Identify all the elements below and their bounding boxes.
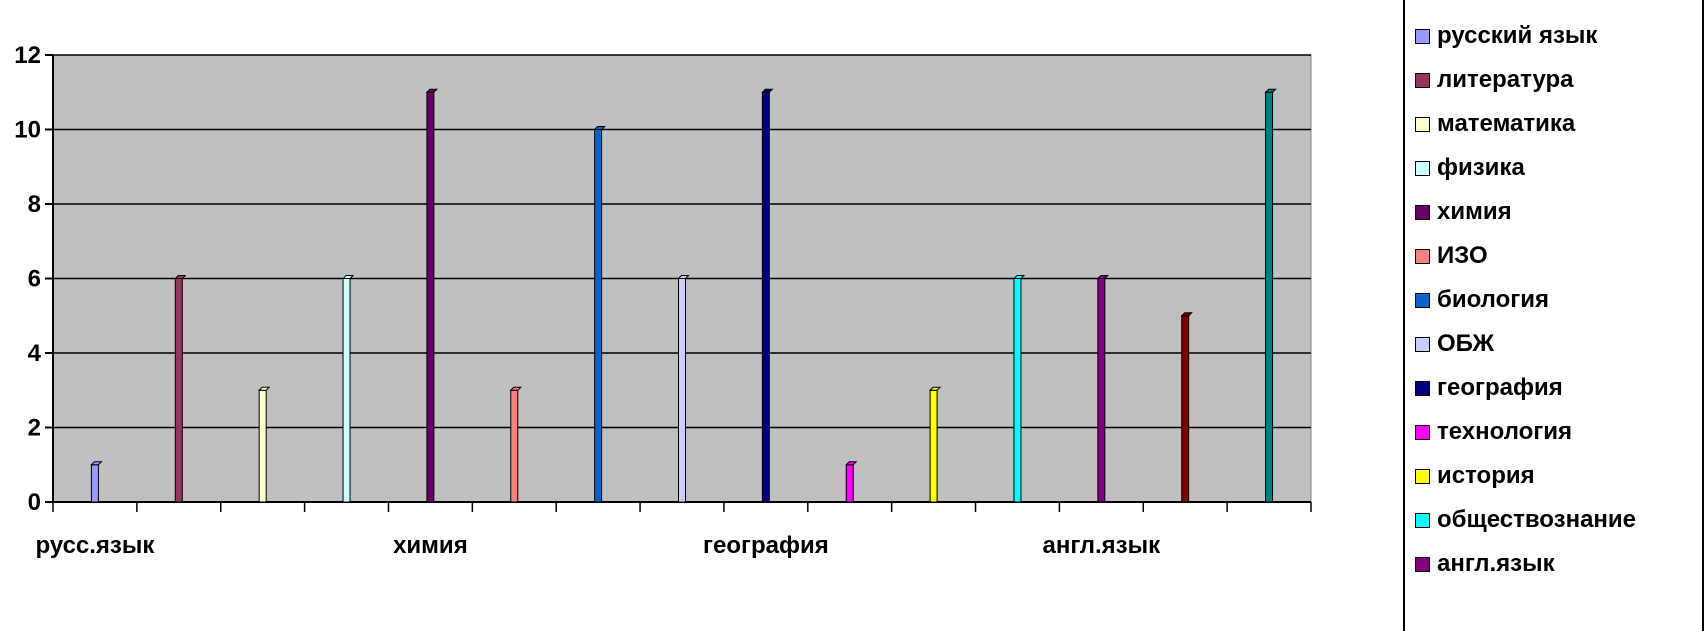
bar <box>1265 91 1274 503</box>
bar <box>929 389 938 503</box>
bar <box>174 278 183 503</box>
bar-top <box>1096 275 1110 279</box>
legend-item: ИЗО <box>1415 241 1488 271</box>
bar-top <box>1180 312 1193 317</box>
bar <box>342 278 351 503</box>
legend-label: литература <box>1437 66 1574 93</box>
legend-item: англ.язык <box>1415 549 1555 579</box>
bar-top <box>174 275 187 279</box>
y-tick-label: 0 <box>28 489 41 516</box>
bar-top <box>928 386 942 391</box>
bar-top <box>593 126 606 130</box>
y-tick-label: 2 <box>28 415 41 442</box>
x-tick-label: русс.язык <box>35 532 155 559</box>
bar-top <box>845 461 858 466</box>
legend-item: ОБЖ <box>1415 329 1494 359</box>
legend-item: физика <box>1415 153 1525 183</box>
legend-label: история <box>1437 462 1535 489</box>
legend: русский язык литература математика физика хи… <box>1403 0 1704 631</box>
legend-item: технология <box>1415 417 1572 447</box>
legend-swatch <box>1415 160 1430 176</box>
legend-item: биология <box>1415 285 1549 315</box>
y-tick-label: 10 <box>14 117 41 144</box>
x-tick-label: география <box>703 532 829 559</box>
bar-top <box>90 461 103 466</box>
legend-item: химия <box>1415 197 1512 227</box>
legend-item: география <box>1415 373 1563 403</box>
legend-label: физика <box>1437 154 1525 181</box>
legend-swatch <box>1415 424 1430 440</box>
bar-top <box>677 275 690 279</box>
bar <box>678 278 686 503</box>
bar-top <box>425 88 439 93</box>
legend-label: русский язык <box>1437 22 1598 49</box>
bar <box>1181 315 1190 503</box>
legend-label: англ.язык <box>1437 550 1555 577</box>
bar <box>1097 278 1106 503</box>
y-tick-label: 8 <box>28 191 41 218</box>
legend-swatch <box>1415 336 1430 352</box>
legend-swatch <box>1415 72 1430 88</box>
legend-item: литература <box>1415 65 1574 95</box>
bar <box>594 129 603 503</box>
y-tick-label: 4 <box>28 340 42 367</box>
legend-swatch <box>1415 380 1430 396</box>
bar <box>90 464 99 503</box>
legend-label: химия <box>1437 198 1512 225</box>
legend-item: математика <box>1415 109 1575 139</box>
legend-item: обществознание <box>1415 505 1636 535</box>
legend-item: русский язык <box>1415 21 1597 51</box>
bar-top <box>257 386 271 391</box>
bar <box>761 91 770 503</box>
legend-label: технология <box>1437 418 1573 445</box>
y-tick-label: 6 <box>28 266 41 293</box>
legend-label: география <box>1437 374 1563 401</box>
legend-swatch <box>1415 28 1430 44</box>
bar-top <box>1012 275 1026 279</box>
legend-label: ИЗО <box>1437 242 1488 269</box>
bar <box>258 389 267 503</box>
legend-swatch <box>1415 204 1430 220</box>
bar-top <box>761 88 774 93</box>
legend-swatch <box>1415 556 1430 572</box>
bar <box>510 389 519 503</box>
x-tick-label: химия <box>393 532 468 559</box>
legend-label: обществознание <box>1437 506 1637 533</box>
legend-swatch <box>1415 292 1430 308</box>
legend-label: биология <box>1437 286 1549 313</box>
y-tick-label: 12 <box>14 42 41 69</box>
bar <box>1013 278 1022 503</box>
bar-top <box>1264 88 1277 93</box>
x-tick-label: англ.язык <box>1043 532 1162 559</box>
legend-item: история <box>1415 461 1535 491</box>
legend-swatch <box>1415 468 1430 484</box>
legend-swatch <box>1415 116 1430 132</box>
bar <box>845 464 854 503</box>
legend-swatch <box>1415 248 1430 264</box>
bar-top <box>509 386 522 391</box>
legend-label: математика <box>1437 110 1576 137</box>
legend-swatch <box>1415 512 1430 528</box>
legend-label: ОБЖ <box>1437 330 1495 357</box>
bar-top <box>341 275 355 279</box>
bar <box>426 91 435 503</box>
